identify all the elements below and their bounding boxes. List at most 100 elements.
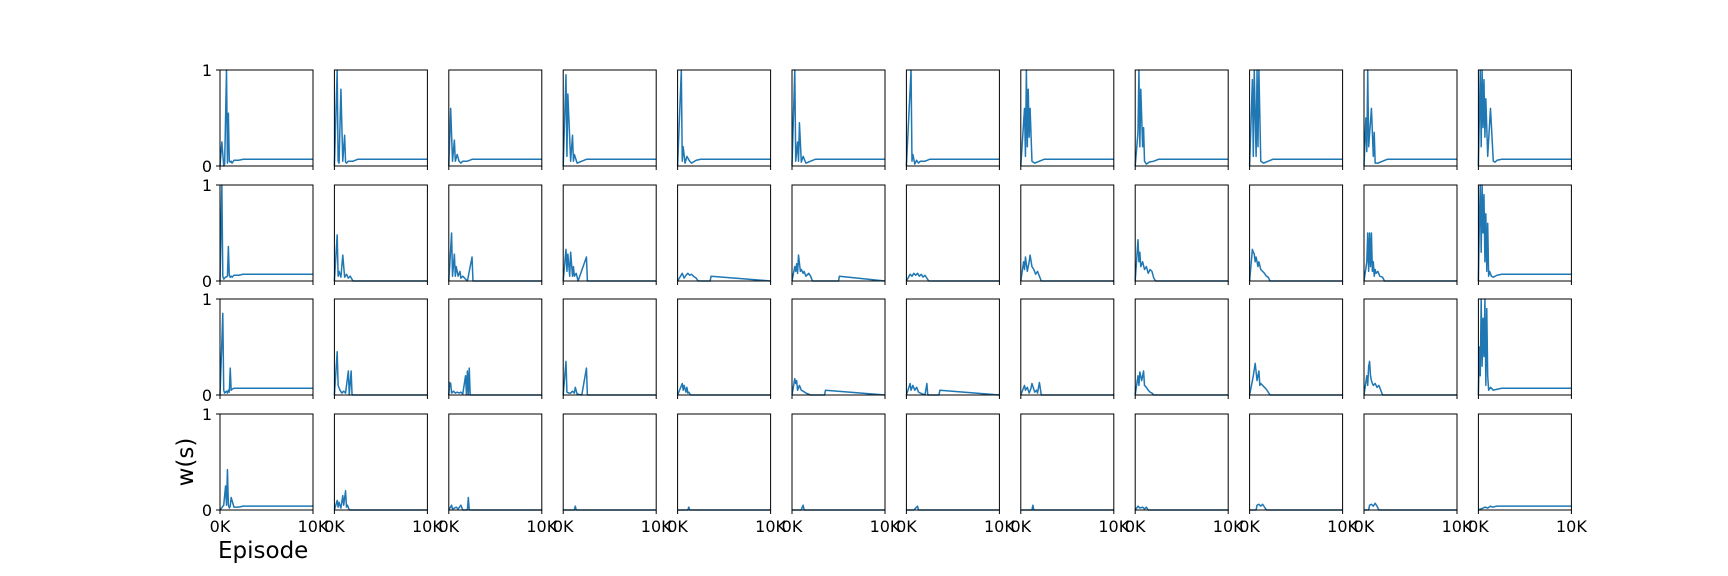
x-tick-label: 10K <box>526 517 557 536</box>
panel-r1-c6 <box>791 69 886 170</box>
series-line <box>448 496 542 511</box>
series-line <box>676 382 771 396</box>
series-line <box>1477 298 1572 396</box>
panel-r4-c5: 0K 10K <box>667 413 787 536</box>
panel-r3-c11 <box>1363 298 1458 399</box>
series-line <box>562 74 657 167</box>
panel-r3-c4 <box>562 298 657 399</box>
series-line <box>1020 504 1114 511</box>
panel-frame <box>219 69 314 167</box>
panel-r2-c8 <box>1020 184 1115 285</box>
series-line <box>219 69 313 167</box>
y-tick-label: 0 <box>202 157 212 176</box>
panel-frame <box>1477 298 1572 396</box>
panel-frame <box>448 69 543 167</box>
series-line <box>562 360 657 396</box>
panel-frame <box>562 69 657 167</box>
panel-frame <box>905 184 1000 282</box>
panel-r1-c7 <box>905 69 1000 170</box>
x-tick-label: 0K <box>324 517 345 536</box>
panel-r4-c12: 0K 10K <box>1468 413 1587 536</box>
panel-frame <box>1249 298 1344 396</box>
panel-frame <box>1134 298 1229 396</box>
series-line <box>791 69 885 167</box>
y-tick-label: 0 <box>202 501 212 520</box>
series-line <box>1248 69 1343 167</box>
x-tick-label: 10K <box>755 517 786 536</box>
series-line <box>1134 238 1229 282</box>
panel-r1-c12 <box>1477 69 1572 170</box>
panel-frame <box>905 298 1000 396</box>
series-line <box>219 184 313 282</box>
panel-frame <box>677 413 772 511</box>
panel-r2-c3 <box>448 184 543 285</box>
series-line <box>333 351 428 396</box>
panel-frame <box>562 413 657 511</box>
y-tick-label: 0 <box>202 386 212 405</box>
series-line <box>1477 69 1572 167</box>
series-line <box>1363 69 1457 167</box>
panel-r2-c11 <box>1363 184 1458 285</box>
panel-r2-c4 <box>562 184 657 285</box>
series-line <box>791 254 886 282</box>
x-tick-label: 10K <box>298 517 329 536</box>
panel-frame <box>1020 413 1115 511</box>
panel-frame <box>1477 413 1572 511</box>
panel-frame <box>448 184 543 282</box>
panel-r1-c1: 01 <box>202 61 314 176</box>
series-line <box>563 505 657 511</box>
panel-frame <box>1249 69 1344 167</box>
panel-r3-c7 <box>905 298 1000 399</box>
panel-frame <box>1363 298 1458 396</box>
panel-frame <box>791 413 886 511</box>
panel-frame <box>219 413 314 511</box>
x-tick-label: 10K <box>1213 517 1244 536</box>
y-tick-label: 0 <box>202 272 212 291</box>
panel-frame <box>333 298 428 396</box>
panel-r2-c7 <box>905 184 1000 285</box>
panel-frame <box>791 184 886 282</box>
series-line <box>1020 381 1114 396</box>
panel-r2-c1: 01 <box>202 176 314 291</box>
panel-r3-c1: 01 <box>202 290 314 405</box>
panel-r1-c11 <box>1363 69 1458 170</box>
panel-frame <box>333 413 428 511</box>
series-line <box>1477 184 1572 282</box>
panel-r4-c7: 0K 10K <box>896 413 1015 536</box>
y-tick-label: 1 <box>202 176 212 195</box>
panel-r3-c8 <box>1020 298 1115 399</box>
x-tick-label: 10K <box>1098 517 1129 536</box>
series-line <box>905 272 1000 282</box>
panel-frame <box>1020 184 1115 282</box>
panel-frame <box>219 298 314 396</box>
y-tick-label: 1 <box>202 290 212 309</box>
panel-r2-c9 <box>1134 184 1229 285</box>
panel-r3-c6 <box>791 298 886 399</box>
panel-frame <box>677 184 772 282</box>
panel-r1-c10 <box>1248 69 1344 170</box>
panel-r1-c3 <box>448 69 543 170</box>
panel-frame <box>1020 69 1115 167</box>
series-line <box>562 248 657 282</box>
series-line <box>333 234 428 282</box>
panel-frame <box>791 69 886 167</box>
panel-r1-c8 <box>1020 69 1115 170</box>
series-line <box>676 272 771 282</box>
panel-frame <box>1249 184 1344 282</box>
series-line <box>1020 69 1114 167</box>
panel-r2-c10 <box>1248 184 1344 285</box>
panel-frame <box>677 298 772 396</box>
series-line <box>448 367 542 396</box>
panel-r1-c4 <box>562 69 657 170</box>
x-tick-label: 10K <box>641 517 672 536</box>
series-line <box>1248 248 1343 282</box>
panel-r4-c4: 0K 10K <box>553 413 672 536</box>
panel-r4-c11: 0K 10K <box>1354 413 1473 536</box>
panel-r3-c5 <box>676 298 772 399</box>
x-tick-label: 0K <box>553 517 574 536</box>
panel-frame <box>791 298 886 396</box>
series-line <box>791 377 886 396</box>
series-line <box>792 504 885 511</box>
panel-r3-c10 <box>1248 298 1344 399</box>
